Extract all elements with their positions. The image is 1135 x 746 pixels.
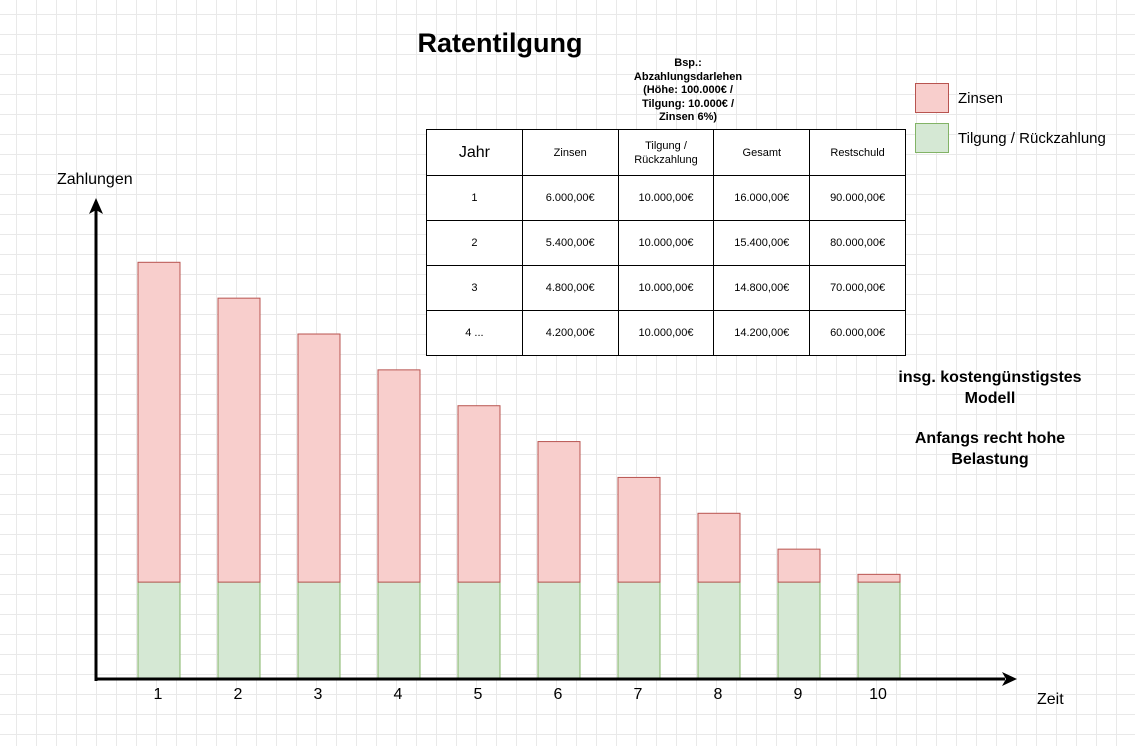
annotation-note: insg. kostengünstigstes Modell Anfangs r… xyxy=(890,368,1090,470)
bar-zinsen-4 xyxy=(377,369,421,583)
cell-restschuld: 60.000,00€ xyxy=(809,310,906,356)
x-tick-label: 3 xyxy=(314,686,323,703)
y-axis-label: Zahlungen xyxy=(57,171,133,188)
x-tick-label: 9 xyxy=(794,686,803,703)
x-tick-labels: 1 2 3 4 5 6 7 8 9 10 xyxy=(154,686,887,703)
x-tick-label: 4 xyxy=(394,686,403,703)
bar-tilgung-9 xyxy=(777,581,821,680)
header-gesamt: Gesamt xyxy=(713,129,811,176)
x-axis-label: Zeit xyxy=(1037,691,1064,708)
chart-title: Ratentilgung xyxy=(417,28,583,58)
payment-table: Jahr Zinsen Tilgung / Rückzahlung Gesamt… xyxy=(426,129,906,356)
legend-swatch-tilgung xyxy=(915,123,949,153)
table-row: 4 ... 4.200,00€ 10.000,00€ 14.200,00€ 60… xyxy=(426,310,906,356)
x-tick-label: 2 xyxy=(234,686,243,703)
bar-zinsen-10 xyxy=(857,573,901,583)
bar-zinsen-7 xyxy=(617,476,661,583)
cell-tilgung: 10.000,00€ xyxy=(617,265,715,311)
header-restschuld: Restschuld xyxy=(809,129,906,176)
cell-jahr: 2 xyxy=(426,220,523,266)
bar-zinsen-3 xyxy=(297,333,341,583)
cell-jahr: 4 ... xyxy=(426,310,523,356)
cell-zinsen: 5.400,00€ xyxy=(521,220,619,266)
cell-zinsen: 4.800,00€ xyxy=(521,265,619,311)
header-tilgung: Tilgung / Rückzahlung xyxy=(617,129,715,176)
x-tick-label: 7 xyxy=(634,686,643,703)
bar-tilgung-2 xyxy=(217,581,261,680)
header-jahr: Jahr xyxy=(426,129,523,176)
cell-tilgung: 10.000,00€ xyxy=(617,310,715,356)
bar-tilgung-1 xyxy=(137,581,181,680)
cell-tilgung: 10.000,00€ xyxy=(617,175,715,221)
cell-gesamt: 15.400,00€ xyxy=(713,220,811,266)
table-row: 1 6.000,00€ 10.000,00€ 16.000,00€ 90.000… xyxy=(426,175,906,221)
note-line-burden: Anfangs recht hohe Belastung xyxy=(914,430,1066,468)
bar-tilgung-5 xyxy=(457,581,501,680)
cell-gesamt: 14.200,00€ xyxy=(713,310,811,356)
bar-tilgung-3 xyxy=(297,581,341,680)
x-tick-label: 8 xyxy=(714,686,723,703)
example-note: Bsp.: Abzahlungsdarlehen (Höhe: 100.000€… xyxy=(633,57,743,123)
y-axis-arrow xyxy=(89,198,103,214)
cell-tilgung: 10.000,00€ xyxy=(617,220,715,266)
legend-label-zinsen: Zinsen xyxy=(958,90,1004,107)
cell-restschuld: 80.000,00€ xyxy=(809,220,906,266)
cell-zinsen: 6.000,00€ xyxy=(521,175,619,221)
cell-restschuld: 90.000,00€ xyxy=(809,175,906,221)
bar-tilgung-10 xyxy=(857,581,901,680)
bar-zinsen-5 xyxy=(457,405,501,583)
legend-swatch-zinsen xyxy=(915,83,949,113)
bar-tilgung-7 xyxy=(617,581,661,680)
bar-tilgung-8 xyxy=(697,581,741,680)
x-axis-arrow xyxy=(1002,672,1017,686)
legend-label-tilgung: Tilgung / Rückzahlung xyxy=(958,130,1106,147)
bar-tilgung-4 xyxy=(377,581,421,680)
table-header-row: Jahr Zinsen Tilgung / Rückzahlung Gesamt… xyxy=(426,129,906,176)
bars-group xyxy=(137,261,901,680)
cell-jahr: 1 xyxy=(426,175,523,221)
table-row: 2 5.400,00€ 10.000,00€ 15.400,00€ 80.000… xyxy=(426,220,906,266)
bar-zinsen-8 xyxy=(697,512,741,583)
x-tick-label: 10 xyxy=(869,686,887,703)
cell-zinsen: 4.200,00€ xyxy=(521,310,619,356)
bar-zinsen-6 xyxy=(537,441,581,583)
table-row: 3 4.800,00€ 10.000,00€ 14.800,00€ 70.000… xyxy=(426,265,906,311)
bar-zinsen-1 xyxy=(137,261,181,583)
legend-item-zinsen: Zinsen xyxy=(915,83,1135,115)
x-tick-label: 5 xyxy=(474,686,483,703)
header-zinsen: Zinsen xyxy=(521,129,619,176)
cell-restschuld: 70.000,00€ xyxy=(809,265,906,311)
cell-gesamt: 14.800,00€ xyxy=(713,265,811,311)
bar-zinsen-2 xyxy=(217,297,261,583)
cell-jahr: 3 xyxy=(426,265,523,311)
cell-gesamt: 16.000,00€ xyxy=(713,175,811,221)
bar-tilgung-6 xyxy=(537,581,581,680)
legend-item-tilgung: Tilgung / Rückzahlung xyxy=(915,123,1135,155)
bar-zinsen-9 xyxy=(777,548,821,583)
note-line-cheapest: insg. kostengünstigstes Modell xyxy=(898,369,1082,407)
x-tick-label: 1 xyxy=(154,686,163,703)
x-tick-label: 6 xyxy=(554,686,563,703)
